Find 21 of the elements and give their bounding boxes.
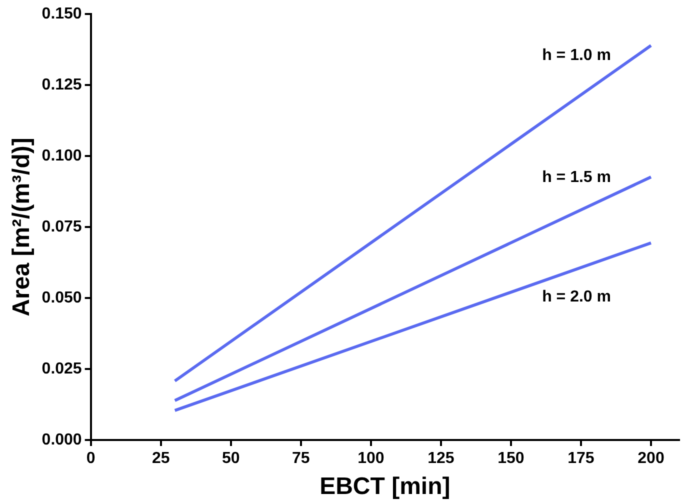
y-axis-title: Area [m²/(m³/d)] [8, 138, 36, 316]
series-label: h = 1.5 m [542, 169, 611, 186]
y-tick-label: 0.050 [42, 289, 82, 306]
y-tick-label: 0.000 [42, 431, 82, 448]
y-tick-label: 0.075 [42, 218, 82, 236]
x-tick-label: 0 [86, 450, 96, 468]
y-tick-label: 0.125 [42, 76, 82, 94]
x-tick-label: 200 [638, 450, 664, 468]
y-tick-label: 0.100 [42, 147, 82, 164]
series-label: h = 2.0 m [542, 288, 611, 306]
x-tick-label: 100 [358, 450, 384, 468]
y-tick-label: 0.025 [42, 360, 82, 378]
x-tick-label: 125 [428, 450, 454, 468]
x-tick-label: 75 [292, 450, 310, 468]
x-tick-label: 25 [152, 450, 170, 468]
x-tick-label: 175 [568, 450, 594, 468]
x-tick-label: 150 [498, 450, 524, 468]
x-tick-label: 50 [222, 450, 240, 468]
y-tick-label: 0.150 [42, 5, 82, 22]
x-axis-title: EBCT [min] [320, 473, 450, 500]
series-label: h = 1.0 m [542, 47, 611, 64]
